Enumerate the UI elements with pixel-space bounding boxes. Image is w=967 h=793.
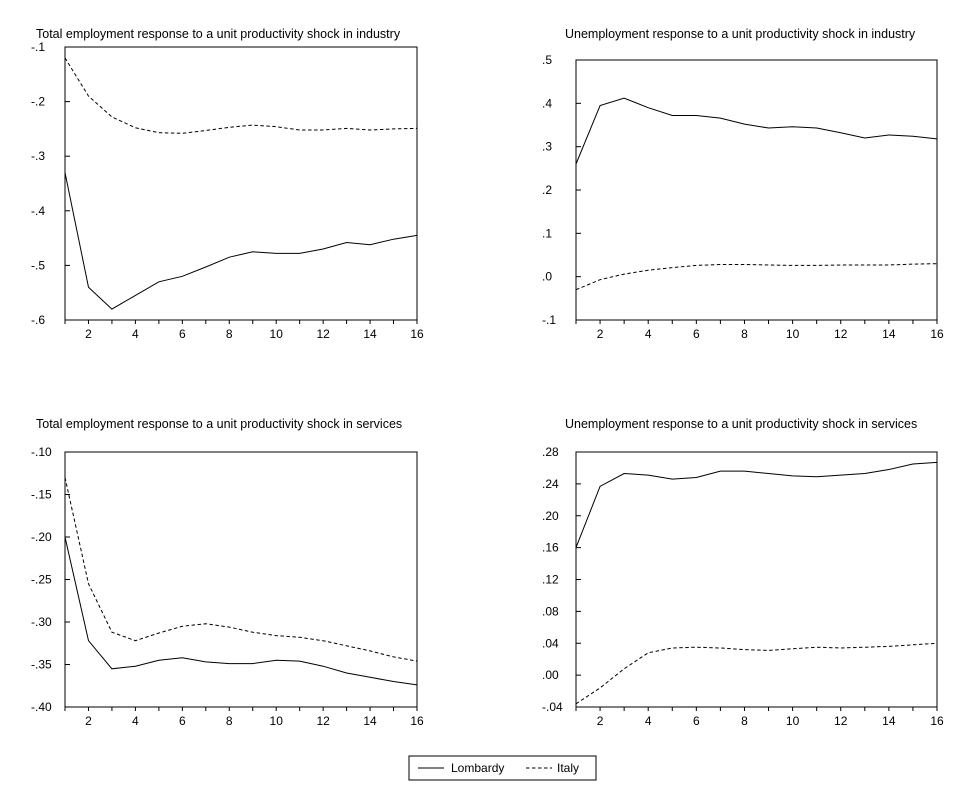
legend-label-lombardy: Lombardy bbox=[451, 761, 504, 775]
plot-frame bbox=[575, 59, 938, 321]
y-tick-label: -.1 bbox=[542, 313, 556, 327]
x-tick-label: 14 bbox=[882, 714, 896, 728]
x-tick-label: 10 bbox=[786, 714, 800, 728]
x-tick-label: 4 bbox=[645, 327, 652, 341]
series-line-italy bbox=[64, 57, 418, 134]
chart-panel-1: Total employment response to a unit prod… bbox=[31, 27, 424, 341]
x-tick-label: 6 bbox=[693, 714, 700, 728]
series-line-lombardy bbox=[64, 172, 418, 310]
chart-title: Total employment response to a unit prod… bbox=[36, 27, 401, 41]
x-tick-label: 12 bbox=[316, 327, 330, 341]
y-tick-label: .24 bbox=[542, 477, 559, 491]
series-line-lombardy bbox=[64, 536, 418, 686]
y-tick-label: .5 bbox=[542, 53, 552, 67]
chart-panel-3: Total employment response to a unit prod… bbox=[31, 417, 424, 728]
x-tick-label: 14 bbox=[882, 327, 896, 341]
y-tick-label: -.40 bbox=[31, 700, 52, 714]
chart-title: Unemployment response to a unit producti… bbox=[565, 27, 916, 41]
series-line-italy bbox=[575, 642, 938, 705]
x-tick-label: 4 bbox=[132, 327, 139, 341]
chart-title: Total employment response to a unit prod… bbox=[36, 417, 402, 431]
x-tick-label: 6 bbox=[179, 714, 186, 728]
y-tick-label: .00 bbox=[542, 668, 559, 682]
x-tick-label: 14 bbox=[363, 327, 377, 341]
y-tick-label: -.15 bbox=[31, 488, 52, 502]
x-tick-label: 16 bbox=[930, 714, 944, 728]
legend-label-italy: Italy bbox=[557, 761, 579, 775]
x-tick-label: 4 bbox=[132, 714, 139, 728]
y-tick-label: -.35 bbox=[31, 658, 52, 672]
series-line-lombardy bbox=[575, 461, 938, 548]
x-tick-label: 12 bbox=[834, 327, 848, 341]
x-tick-label: 16 bbox=[410, 714, 424, 728]
y-tick-label: -.4 bbox=[31, 204, 45, 218]
y-tick-label: .16 bbox=[542, 541, 559, 555]
x-tick-label: 2 bbox=[597, 714, 604, 728]
y-tick-label: .08 bbox=[542, 604, 559, 618]
x-tick-label: 2 bbox=[85, 327, 92, 341]
y-tick-label: -.30 bbox=[31, 615, 52, 629]
y-tick-label: .4 bbox=[542, 96, 552, 110]
chart-panels: Total employment response to a unit prod… bbox=[31, 27, 944, 728]
x-tick-label: 10 bbox=[786, 327, 800, 341]
y-tick-label: -.1 bbox=[31, 40, 45, 54]
x-tick-label: 16 bbox=[930, 327, 944, 341]
y-tick-label: .1 bbox=[542, 226, 552, 240]
y-tick-label: .20 bbox=[542, 509, 559, 523]
y-tick-label: -.20 bbox=[31, 530, 52, 544]
x-tick-label: 12 bbox=[834, 714, 848, 728]
y-tick-label: -.6 bbox=[31, 313, 45, 327]
x-tick-label: 8 bbox=[226, 327, 233, 341]
series-line-italy bbox=[64, 477, 418, 662]
plot-frame bbox=[575, 451, 938, 708]
x-tick-label: 2 bbox=[85, 714, 92, 728]
x-tick-label: 14 bbox=[363, 714, 377, 728]
x-tick-label: 6 bbox=[693, 327, 700, 341]
chart-panel-4: Unemployment response to a unit producti… bbox=[542, 417, 944, 728]
y-tick-label: .3 bbox=[542, 140, 552, 154]
x-tick-label: 16 bbox=[410, 327, 424, 341]
x-tick-label: 10 bbox=[270, 327, 284, 341]
x-tick-label: 8 bbox=[741, 714, 748, 728]
y-tick-label: -.3 bbox=[31, 149, 45, 163]
x-tick-label: 8 bbox=[741, 327, 748, 341]
x-tick-label: 12 bbox=[316, 714, 330, 728]
series-line-lombardy bbox=[575, 97, 938, 165]
y-tick-label: -.2 bbox=[31, 95, 45, 109]
y-tick-label: .04 bbox=[542, 636, 559, 650]
x-tick-label: 2 bbox=[597, 327, 604, 341]
x-tick-label: 6 bbox=[179, 327, 186, 341]
y-tick-label: .2 bbox=[542, 183, 552, 197]
y-tick-label: .0 bbox=[542, 270, 552, 284]
y-tick-label: -.04 bbox=[542, 700, 563, 714]
y-tick-label: -.10 bbox=[31, 445, 52, 459]
y-tick-label: -.5 bbox=[31, 258, 45, 272]
y-tick-label: -.25 bbox=[31, 573, 52, 587]
series-line-italy bbox=[575, 263, 938, 291]
x-tick-label: 4 bbox=[645, 714, 652, 728]
chart-panel-2: Unemployment response to a unit producti… bbox=[542, 27, 944, 341]
y-tick-label: .12 bbox=[542, 573, 559, 587]
chart-title: Unemployment response to a unit producti… bbox=[565, 417, 917, 431]
legend: Lombardy Italy bbox=[408, 755, 597, 781]
plot-frame bbox=[64, 46, 418, 321]
plot-frame bbox=[64, 451, 418, 708]
x-tick-label: 8 bbox=[226, 714, 233, 728]
x-tick-label: 10 bbox=[270, 714, 284, 728]
y-tick-label: .28 bbox=[542, 445, 559, 459]
